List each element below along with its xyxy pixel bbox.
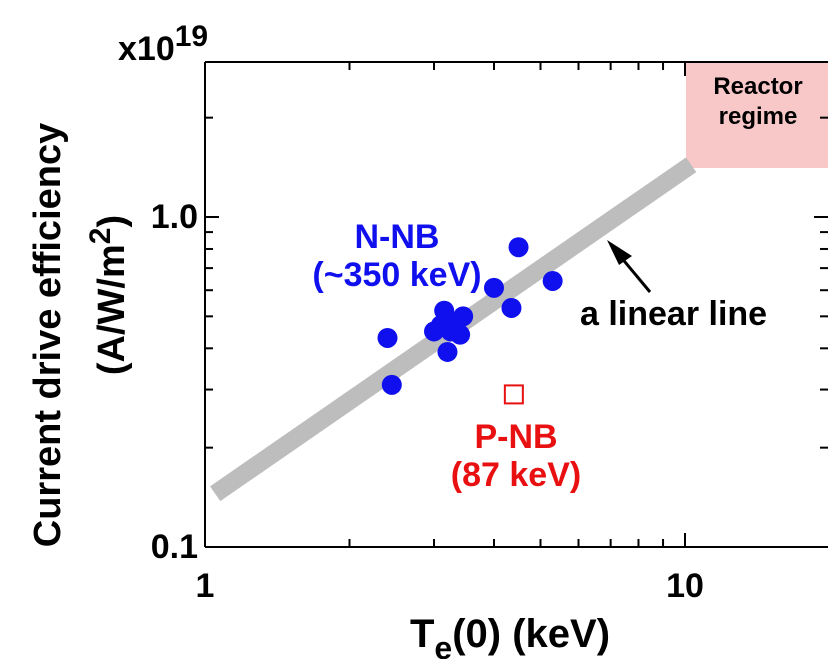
pnb-label: P-NB [474,418,557,456]
y-axis-label-line1: Current drive efficiency [27,123,69,547]
nnb-data-point [483,277,504,298]
nnb-data-point [450,324,471,345]
nnb-data-point [501,297,522,318]
nnb-label: N-NB [355,218,440,256]
nnb-data-point [542,270,563,291]
pnb-energy-label: (87 keV) [451,456,581,494]
nnb-data-point [437,341,458,362]
linear-line-arrowhead [607,240,632,265]
x-axis-label: Te(0) (keV) [410,612,610,659]
y-tick-label-0.1: 0.1 [151,528,198,566]
axis-ticks [204,62,828,548]
nnb-data-point [377,327,398,348]
nnb-data-point [381,374,402,395]
y-axis-label-line2: (A/W/m2) [84,215,133,375]
data-points [377,237,563,405]
reactor-regime-label-line1: Reactor [713,73,802,100]
linear-line-label: a linear line [580,295,767,333]
reactor-regime-label-line2: regime [719,103,798,130]
y-tick-label-1.0: 1.0 [151,198,198,236]
pnb-data-point [503,384,524,405]
nnb-energy-label: (~350 keV) [312,256,481,294]
y-multiplier-label: x1019 [118,20,208,68]
x-tick-label-10: 10 [666,567,704,605]
nnb-data-point [453,306,474,327]
x-tick-label-1: 1 [196,567,215,605]
nnb-data-point [508,237,529,258]
reactor-regime-box [686,62,828,168]
